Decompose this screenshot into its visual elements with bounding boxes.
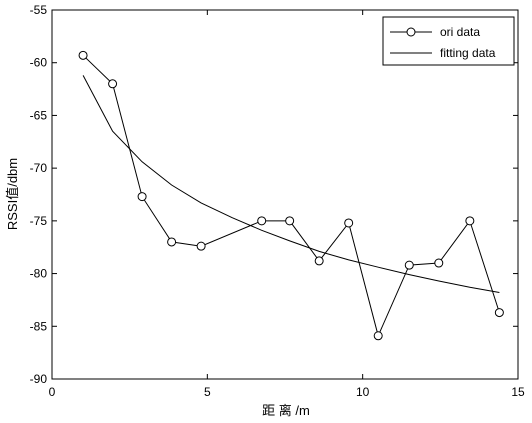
data-point-ori-data xyxy=(78,50,88,60)
data-point-ori-data xyxy=(137,192,147,202)
legend-label-fitting-data: fitting data xyxy=(440,46,496,60)
y-tick-label: -90 xyxy=(30,372,48,386)
legend-label-ori-data: ori data xyxy=(440,25,480,39)
data-point-ori-data xyxy=(285,216,295,226)
data-point-ori-data xyxy=(465,216,475,226)
series-line-ori-data xyxy=(82,54,500,338)
data-point-ori-data xyxy=(344,218,354,228)
legend-box xyxy=(382,16,515,66)
series-layer xyxy=(78,50,504,341)
data-point-ori-data xyxy=(257,216,267,226)
y-tick-label: -85 xyxy=(30,319,48,333)
plot-area xyxy=(51,9,519,380)
x-tick-label: 0 xyxy=(49,385,56,399)
data-point-ori-data xyxy=(167,237,177,247)
x-tick-label: 10 xyxy=(356,385,370,399)
legend: ori data fitting data xyxy=(382,16,515,66)
y-tick-label: -80 xyxy=(30,267,48,281)
data-point-ori-data xyxy=(108,79,118,89)
data-point-ori-data xyxy=(314,256,324,266)
x-tick-label: 15 xyxy=(511,385,525,399)
data-point-ori-data xyxy=(196,241,206,251)
series-line-fitting-data xyxy=(82,75,500,293)
data-point-ori-data xyxy=(373,331,383,341)
y-tick-label: -70 xyxy=(30,161,48,175)
x-axis-label: 距 离 /m xyxy=(262,403,310,418)
axis-ticks: 0 5 10 15 -55 -60 -65 -70 -75 -80 -85 -90 xyxy=(30,3,525,399)
y-tick-label: -60 xyxy=(30,56,48,70)
data-point-ori-data xyxy=(494,308,504,318)
data-point-ori-data xyxy=(434,258,444,268)
legend-marker-ori-data xyxy=(406,27,416,37)
x-tick-label: 5 xyxy=(204,385,211,399)
y-axis-label: RSSI值/dbm xyxy=(5,158,20,230)
y-tick-label: -55 xyxy=(30,3,48,17)
data-point-ori-data xyxy=(404,260,414,270)
y-tick-label: -65 xyxy=(30,108,48,122)
y-tick-label: -75 xyxy=(30,214,48,228)
